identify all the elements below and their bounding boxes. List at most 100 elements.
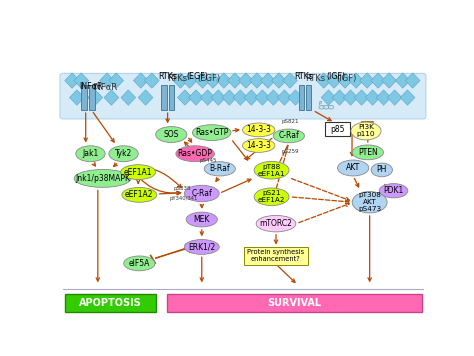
Text: ERK1/2: ERK1/2 <box>188 242 215 251</box>
Polygon shape <box>371 73 385 88</box>
Polygon shape <box>360 73 374 88</box>
Text: pT308
AKT
pS473: pT308 AKT pS473 <box>358 192 381 212</box>
Circle shape <box>324 105 329 109</box>
FancyBboxPatch shape <box>82 85 87 110</box>
Polygon shape <box>316 73 331 88</box>
Ellipse shape <box>76 146 105 162</box>
Text: Jak1: Jak1 <box>82 149 99 158</box>
Polygon shape <box>65 73 80 88</box>
Text: (IGF): (IGF) <box>326 72 345 81</box>
Ellipse shape <box>352 192 387 213</box>
Polygon shape <box>211 90 226 105</box>
Ellipse shape <box>186 212 218 227</box>
Polygon shape <box>173 73 188 88</box>
Polygon shape <box>249 73 264 88</box>
Polygon shape <box>201 90 215 105</box>
Text: (EGF): (EGF) <box>186 72 208 81</box>
Text: 14-3-3: 14-3-3 <box>246 125 271 135</box>
Text: RTKs: RTKs <box>168 74 188 83</box>
Text: pS259: pS259 <box>281 149 299 154</box>
Polygon shape <box>104 90 119 105</box>
Ellipse shape <box>351 122 381 140</box>
Polygon shape <box>189 90 203 105</box>
FancyBboxPatch shape <box>244 247 308 265</box>
FancyBboxPatch shape <box>306 85 311 110</box>
Ellipse shape <box>176 146 214 162</box>
FancyBboxPatch shape <box>299 85 304 110</box>
Polygon shape <box>272 73 286 88</box>
Polygon shape <box>182 73 197 88</box>
Ellipse shape <box>121 165 155 179</box>
Text: PDK1: PDK1 <box>383 186 404 195</box>
Polygon shape <box>283 73 297 88</box>
Ellipse shape <box>122 188 157 202</box>
Polygon shape <box>70 90 84 105</box>
Polygon shape <box>405 73 420 88</box>
Ellipse shape <box>337 160 369 176</box>
Polygon shape <box>255 90 270 105</box>
Text: pS338: pS338 <box>174 186 191 191</box>
Ellipse shape <box>254 161 289 179</box>
Text: P: P <box>319 101 322 106</box>
Polygon shape <box>365 90 380 105</box>
Polygon shape <box>145 73 159 88</box>
Text: eIF5A: eIF5A <box>128 259 150 268</box>
Polygon shape <box>349 73 364 88</box>
Text: p85: p85 <box>330 125 345 134</box>
Ellipse shape <box>204 162 236 176</box>
Polygon shape <box>138 90 153 105</box>
FancyBboxPatch shape <box>89 85 94 110</box>
Text: 14-3-3: 14-3-3 <box>246 141 271 150</box>
Text: PTEN: PTEN <box>358 148 378 157</box>
Polygon shape <box>88 90 102 105</box>
Polygon shape <box>74 73 89 88</box>
Polygon shape <box>387 90 402 105</box>
Text: PI3K
p110: PI3K p110 <box>357 125 375 137</box>
Text: mTORC2: mTORC2 <box>260 219 292 228</box>
Text: RTKs: RTKs <box>294 72 313 81</box>
Text: B-Raf: B-Raf <box>210 164 230 173</box>
FancyBboxPatch shape <box>166 294 422 312</box>
Text: pS821: pS821 <box>281 119 299 124</box>
Text: PH: PH <box>377 166 387 174</box>
Polygon shape <box>343 90 358 105</box>
Ellipse shape <box>256 215 296 232</box>
Text: RTKs: RTKs <box>158 72 177 81</box>
Ellipse shape <box>74 169 131 187</box>
FancyBboxPatch shape <box>161 85 167 110</box>
Polygon shape <box>337 73 352 88</box>
Polygon shape <box>134 73 148 88</box>
Polygon shape <box>244 90 259 105</box>
Text: RTKs: RTKs <box>305 74 325 83</box>
Polygon shape <box>382 73 396 88</box>
Polygon shape <box>233 90 248 105</box>
Text: Jnk1/p38MAPK: Jnk1/p38MAPK <box>75 174 130 183</box>
Text: SURVIVAL: SURVIVAL <box>267 298 321 308</box>
Polygon shape <box>121 90 136 105</box>
Text: Protein synthesis
enhancement?: Protein synthesis enhancement? <box>247 250 305 262</box>
Polygon shape <box>217 73 231 88</box>
Text: APOPTOSIS: APOPTOSIS <box>79 298 142 308</box>
Polygon shape <box>327 73 341 88</box>
Text: Ras•GDP: Ras•GDP <box>178 149 213 158</box>
Polygon shape <box>395 73 410 88</box>
Text: (IGF): (IGF) <box>337 74 357 83</box>
FancyBboxPatch shape <box>60 73 426 119</box>
Polygon shape <box>376 90 391 105</box>
Ellipse shape <box>109 146 138 162</box>
Polygon shape <box>321 90 336 105</box>
Text: C-Raf: C-Raf <box>278 131 299 140</box>
Text: (EGF): (EGF) <box>197 74 220 83</box>
Text: SOS: SOS <box>164 130 179 139</box>
Text: Tyk2: Tyk2 <box>115 149 132 158</box>
Ellipse shape <box>273 129 304 143</box>
Circle shape <box>319 105 324 109</box>
Ellipse shape <box>352 145 383 160</box>
Text: INFαR: INFαR <box>92 83 118 93</box>
Polygon shape <box>222 90 237 105</box>
Polygon shape <box>277 90 292 105</box>
Ellipse shape <box>192 125 231 141</box>
Text: pT88
eEF1A1: pT88 eEF1A1 <box>258 164 285 177</box>
Text: INFαR: INFαR <box>80 82 103 91</box>
Polygon shape <box>195 73 210 88</box>
